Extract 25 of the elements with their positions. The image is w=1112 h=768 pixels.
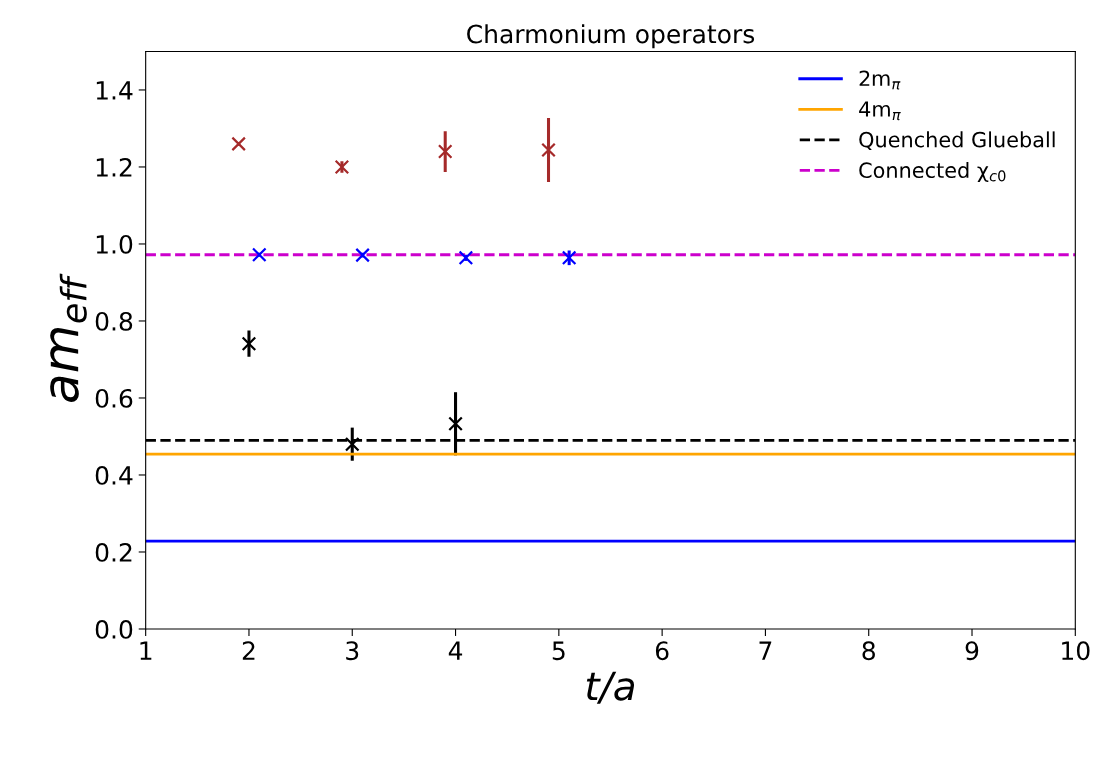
y-tick-label: 0.6 bbox=[95, 388, 133, 408]
legend-label: Connected χ$_{c0}$ bbox=[859, 161, 1006, 183]
y-tick-label: 1.4 bbox=[96, 81, 133, 100]
x-tick-label: 10 bbox=[1062, 641, 1090, 661]
y-tick-label: 0.4 bbox=[95, 465, 133, 485]
x-tick-label: 8 bbox=[862, 641, 875, 661]
x-tick-label: 7 bbox=[759, 641, 772, 660]
x-tick-label: 4 bbox=[448, 641, 463, 660]
x-tick-label: 1 bbox=[140, 641, 152, 660]
legend-label: Quenched Glueball bbox=[859, 131, 1055, 150]
y-axis-title: am$_{eff}$ bbox=[50, 273, 87, 402]
x-tick-label: 6 bbox=[655, 641, 669, 661]
x-tick-label: 2 bbox=[242, 641, 255, 660]
y-tick-label: 0.0 bbox=[95, 619, 133, 639]
y-tick-label: 0.8 bbox=[95, 311, 133, 331]
x-tick-label: 5 bbox=[552, 641, 565, 661]
y-tick-label: 1.0 bbox=[96, 234, 133, 254]
x-axis-title: t/a bbox=[586, 671, 635, 704]
y-tick-label: 0.2 bbox=[95, 542, 132, 562]
legend-label: 4m$_{π}$ bbox=[859, 101, 901, 121]
legend-label: 2m$_{π}$ bbox=[859, 70, 901, 90]
x-tick-label: 9 bbox=[965, 641, 979, 661]
y-tick-label: 1.2 bbox=[96, 157, 132, 177]
chart-title: Charmonium operators bbox=[467, 24, 755, 49]
x-tick-label: 3 bbox=[346, 641, 359, 661]
